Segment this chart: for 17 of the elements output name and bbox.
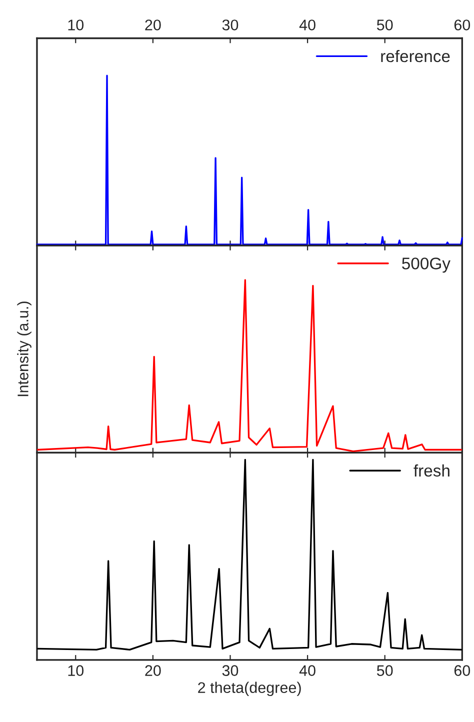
- x-tick-label: 20: [145, 20, 161, 30]
- x-tick-label: 60: [454, 20, 470, 30]
- legend-label: 500Gy: [402, 258, 450, 273]
- y-axis-title: Intensity (a.u.): [17, 302, 32, 396]
- x-tick-label: 10: [68, 20, 84, 30]
- x-tick-label: 30: [222, 665, 238, 676]
- legend-label: fresh: [414, 464, 450, 477]
- x-tick-label: 40: [299, 665, 316, 676]
- x-tick-label: 10: [68, 665, 84, 676]
- x-tick-label: 60: [454, 665, 470, 676]
- x-tick-label: 30: [222, 20, 238, 30]
- x-tick-label: 50: [376, 665, 393, 676]
- x-tick-label: 20: [145, 665, 161, 676]
- x-tick-label: 50: [376, 20, 393, 30]
- x-axis-title: 2 theta(degree): [198, 682, 301, 696]
- x-tick-label: 40: [299, 20, 316, 30]
- legend-label: reference: [381, 50, 450, 62]
